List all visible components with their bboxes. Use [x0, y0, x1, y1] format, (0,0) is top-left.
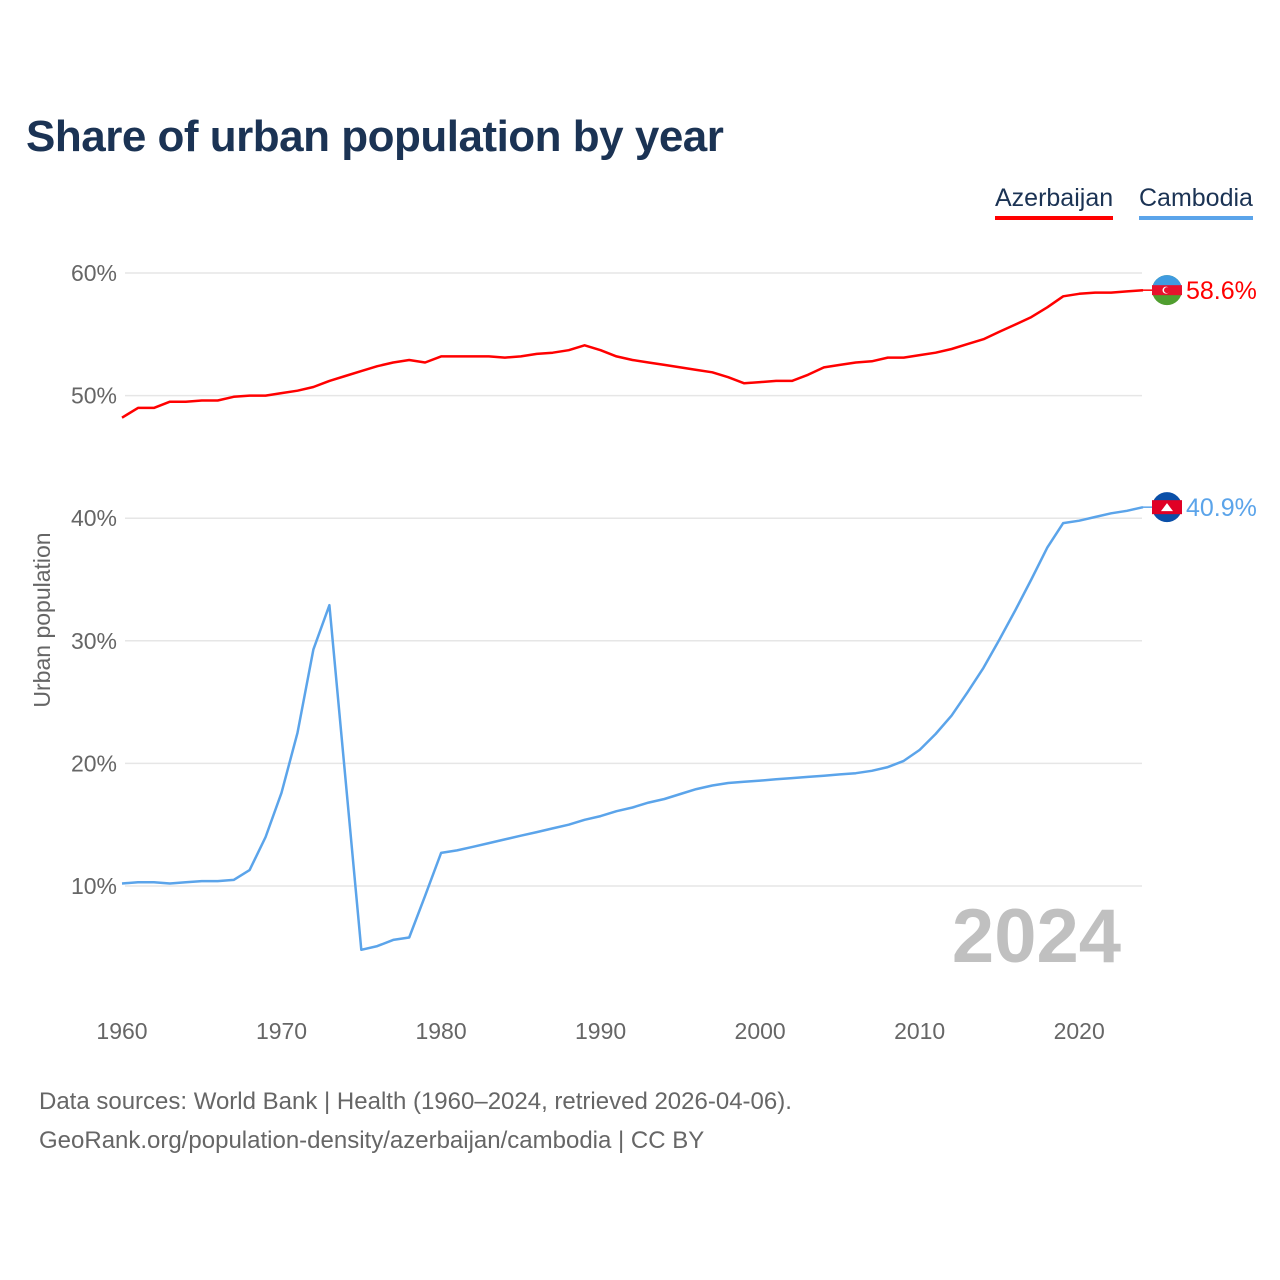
- y-axis-label: Urban population: [29, 532, 55, 707]
- year-watermark: 2024: [952, 894, 1121, 979]
- end-value-label: 58.6%: [1186, 277, 1257, 305]
- y-tick-label: 60%: [71, 260, 117, 286]
- source-line-1: Data sources: World Bank | Health (1960–…: [39, 1088, 792, 1115]
- x-tick-label: 2000: [735, 1018, 786, 1044]
- y-tick-label: 10%: [71, 873, 117, 899]
- y-tick-label: 30%: [71, 628, 117, 654]
- legend-azerbaijan[interactable]: Azerbaijan: [995, 184, 1114, 220]
- x-tick-label: 2010: [894, 1018, 945, 1044]
- y-tick-label: 20%: [71, 750, 117, 776]
- series-line-cambodia: [121, 505, 1144, 952]
- x-tick-label: 2020: [1054, 1018, 1105, 1044]
- x-tick-label: 1960: [96, 1018, 147, 1044]
- x-tick-label: 1980: [415, 1018, 466, 1044]
- series-line-azerbaijan: [121, 288, 1144, 419]
- x-tick-label: 1970: [256, 1018, 307, 1044]
- chart-title: Share of urban population by year: [26, 112, 724, 161]
- y-tick-label: 50%: [71, 383, 117, 409]
- end-value-label: 40.9%: [1186, 494, 1257, 522]
- flag-part: [1164, 287, 1170, 294]
- source-line-2: GeoRank.org/population-density/azerbaija…: [39, 1127, 705, 1154]
- legend-cambodia[interactable]: Cambodia: [1139, 184, 1253, 220]
- x-tick-label: 1990: [575, 1018, 626, 1044]
- y-tick-label: 40%: [71, 505, 117, 531]
- flag-part: [1161, 503, 1173, 512]
